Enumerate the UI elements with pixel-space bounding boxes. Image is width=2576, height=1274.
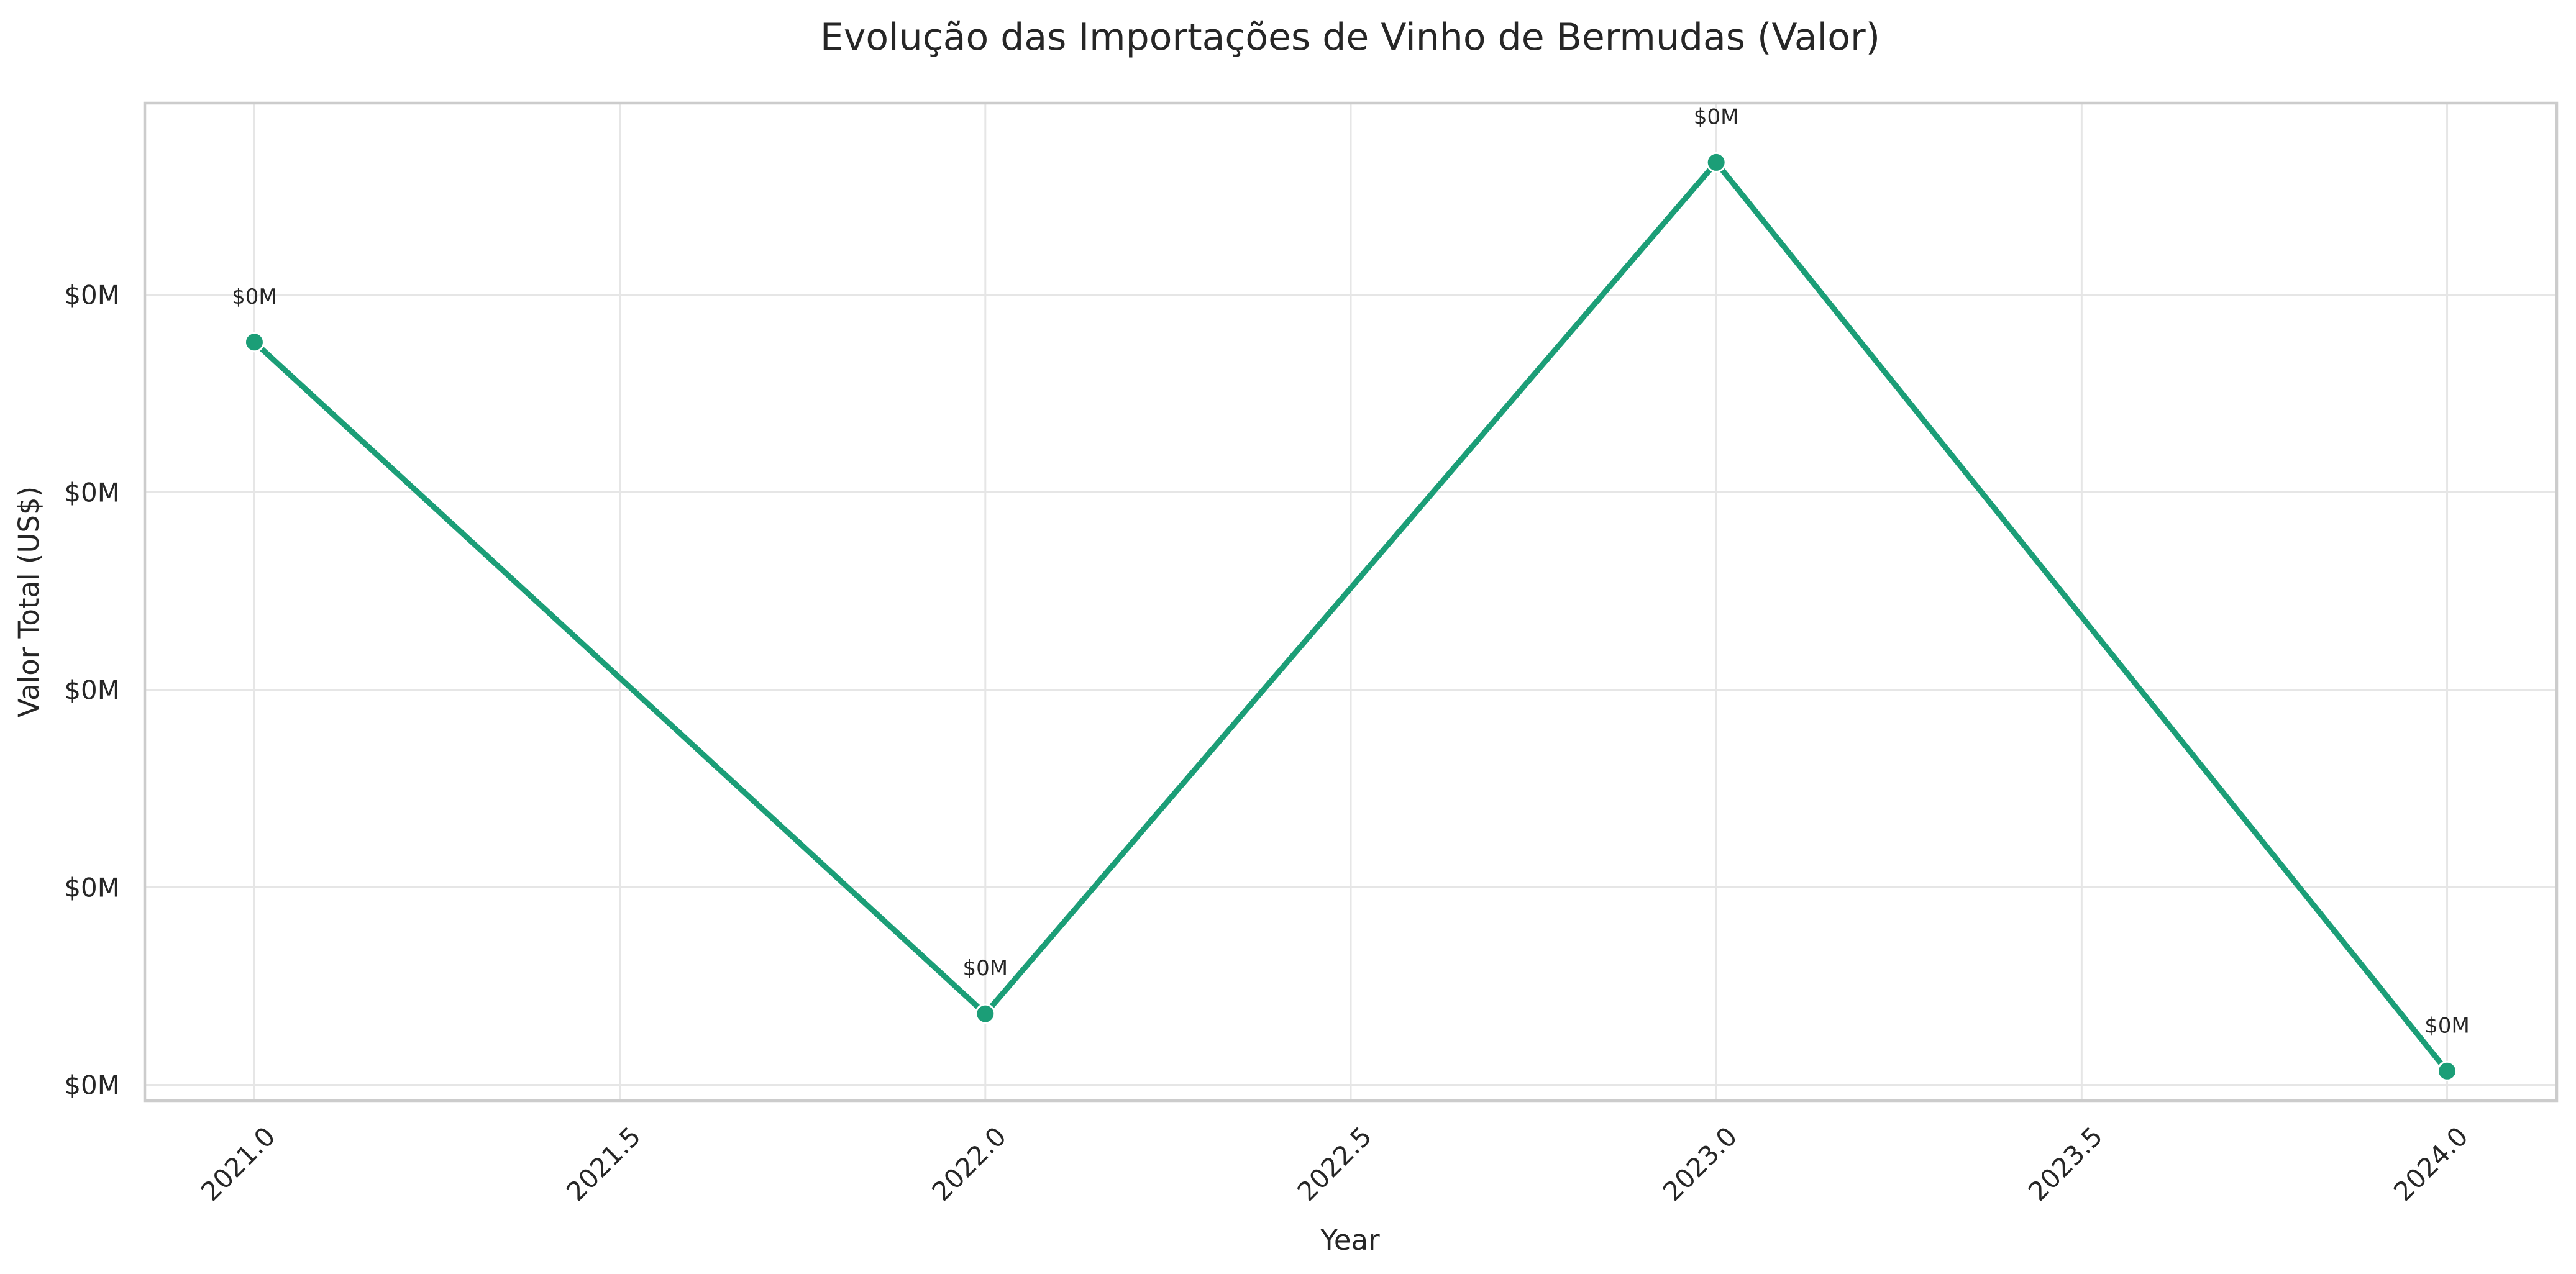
y-tick-label: $0M — [64, 280, 120, 310]
chart-title: Evolução das Importações de Vinho de Ber… — [820, 16, 1880, 59]
x-tick-label: 2021.0 — [195, 1121, 281, 1207]
x-tick-label: 2023.5 — [2022, 1121, 2109, 1207]
data-point — [2437, 1060, 2458, 1081]
grid-layer — [145, 103, 2557, 1101]
x-tick-label: 2024.0 — [2388, 1121, 2474, 1207]
tick-layer: 2021.0 2021.5 2022.0 2022.5 2023.0 2023.5 2024… — [64, 280, 2473, 1207]
y-tick-label: $0M — [64, 675, 120, 706]
y-axis-label: Valor Total (US$) — [12, 486, 45, 717]
x-axis-label: Year — [1320, 1224, 1380, 1257]
x-tick-label: 2021.5 — [560, 1121, 647, 1207]
x-tick-label: 2022.5 — [1292, 1121, 1378, 1207]
y-tick-label: $0M — [64, 1070, 120, 1101]
x-tick-label: 2022.0 — [926, 1121, 1012, 1207]
data-point — [975, 1003, 996, 1024]
data-label: $0M — [2424, 1013, 2470, 1038]
plot-area-frame — [143, 101, 2559, 1103]
data-label: $0M — [963, 956, 1008, 981]
y-tick-label: $0M — [64, 873, 120, 903]
data-point — [244, 332, 265, 353]
y-tick-label: $0M — [64, 477, 120, 507]
data-label: $0M — [1694, 104, 1739, 129]
data-label: $0M — [232, 284, 277, 309]
data-point — [1706, 152, 1727, 173]
series-layer: $0M $0M $0M $0M — [232, 104, 2470, 1081]
series-line — [251, 159, 2450, 1074]
x-tick-label: 2023.0 — [1657, 1121, 1743, 1207]
